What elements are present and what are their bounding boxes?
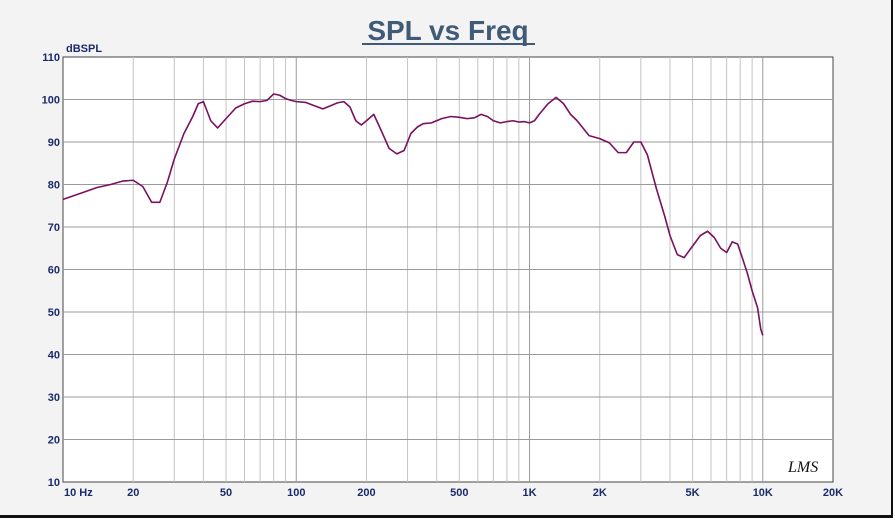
lms-watermark: LMS [787,459,818,476]
y-tick-labels: 10 20 30 40 50 60 70 80 90 100 110 [42,52,60,489]
spl-curve [62,93,764,336]
y-tick-label: 30 [48,392,60,404]
y-tick-label: 90 [48,137,60,149]
x-tick-label: 1K [522,487,536,499]
x-tick-label: 10 Hz [64,487,93,499]
x-tick-label: 20 [127,487,139,499]
y-tick-label: 40 [48,350,60,362]
x-tick-label: 500 [450,487,468,499]
y-tick-label: 80 [48,180,60,192]
x-tick-label: 200 [357,487,375,499]
chart-title: SPL vs Freq [367,15,528,46]
x-tick-label: 10K [753,487,773,499]
y-tick-label: 100 [42,95,60,107]
x-tick-labels: 10 Hz 20 50 100 200 500 1K 2K 5K 10K 20K [64,487,843,499]
y-tick-label: 10 [48,477,60,489]
y-axis-label: dBSPL [66,43,102,55]
y-tick-label: 110 [42,52,60,64]
y-tick-label: 70 [48,222,60,234]
y-tick-label: 20 [48,435,60,447]
x-tick-label: 20K [823,487,843,499]
x-tick-label: 50 [220,487,232,499]
x-tick-label: 100 [287,487,305,499]
grid-lines [63,57,833,482]
x-tick-label: 2K [593,487,607,499]
y-tick-label: 50 [48,307,60,319]
x-tick-label: 5K [686,487,700,499]
y-tick-label: 60 [48,265,60,277]
